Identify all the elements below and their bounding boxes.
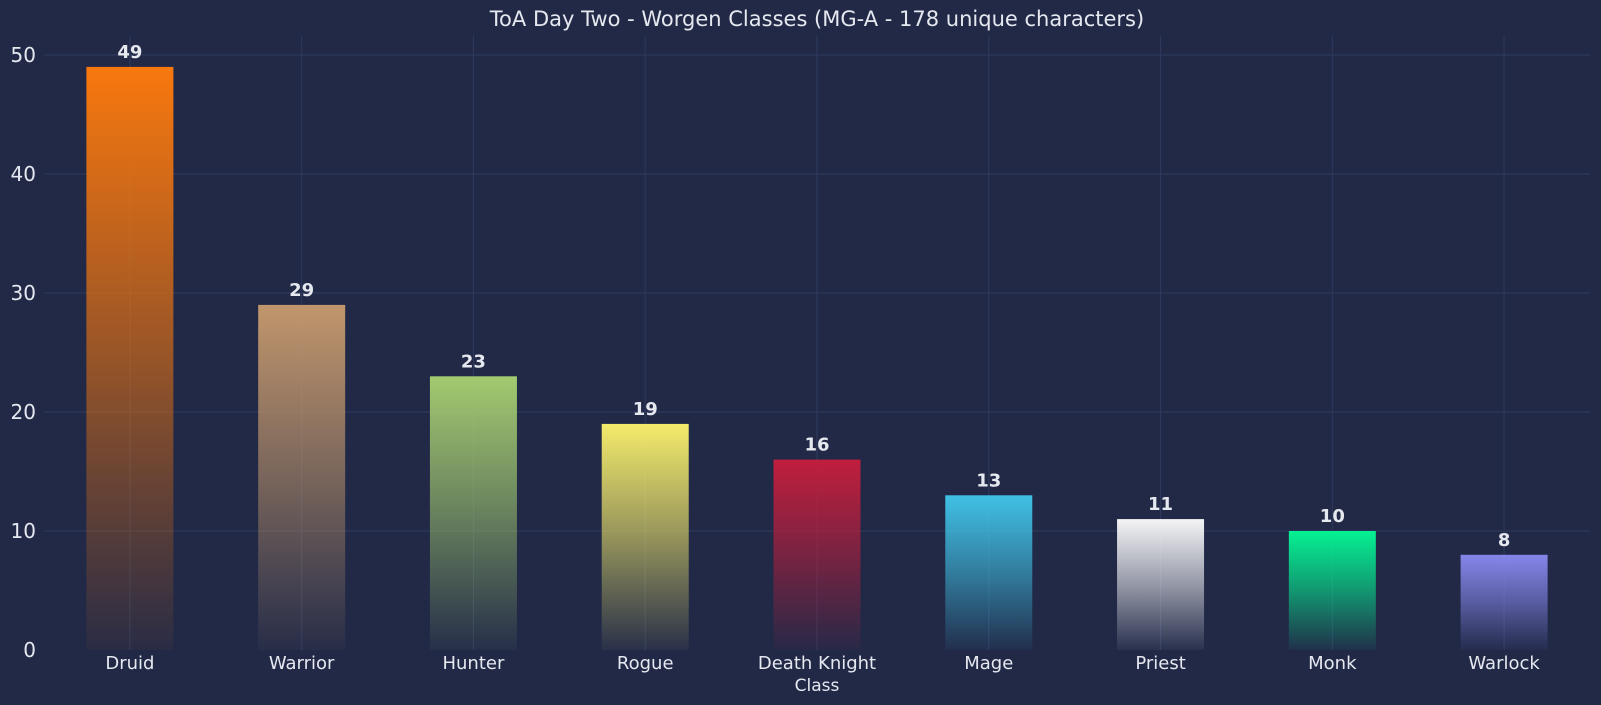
bar-druid <box>86 66 174 650</box>
x-tick-label: Priest <box>1135 653 1185 674</box>
x-tick-label: Monk <box>1308 653 1357 674</box>
x-tick-label: Warlock <box>1468 653 1540 674</box>
y-tick-label: 50 <box>11 43 36 67</box>
y-tick-label: 10 <box>11 519 36 543</box>
data-label: 13 <box>976 470 1001 491</box>
bar-rogue <box>601 423 689 650</box>
x-tick-label: Rogue <box>617 653 674 674</box>
x-tick-label: Hunter <box>442 653 504 674</box>
bar-monk <box>1288 531 1376 650</box>
data-label: 8 <box>1498 530 1511 551</box>
data-labels: 49 29 23 19 16 13 11 10 8 <box>117 42 1510 551</box>
data-label: 19 <box>633 399 658 420</box>
data-label: 16 <box>804 435 829 456</box>
bar-warrior <box>258 304 346 650</box>
x-axis-label: Class <box>795 676 840 696</box>
bars <box>86 66 1548 650</box>
chart-title: ToA Day Two - Worgen Classes (MG-A - 178… <box>489 7 1144 31</box>
data-label: 10 <box>1320 506 1345 527</box>
bar-hunter <box>429 376 517 650</box>
bar-warlock <box>1460 554 1548 650</box>
y-tick-label: 30 <box>11 281 36 305</box>
y-tick-label: 0 <box>23 638 36 662</box>
y-axis-ticks: 0 10 20 30 40 50 <box>11 43 36 662</box>
data-label: 23 <box>461 351 486 372</box>
data-label: 49 <box>117 42 142 63</box>
x-axis-ticks: Druid Warrior Hunter Rogue Death Knight Mage P… <box>105 653 1540 674</box>
bar-death-knight <box>773 459 861 650</box>
y-tick-label: 20 <box>11 400 36 424</box>
x-tick-label: Death Knight <box>758 653 876 674</box>
x-tick-label: Mage <box>964 653 1013 674</box>
y-tick-label: 40 <box>11 162 36 186</box>
x-tick-label: Warrior <box>269 653 335 674</box>
x-tick-label: Druid <box>105 653 154 674</box>
bar-mage <box>945 495 1033 650</box>
data-label: 29 <box>289 280 314 301</box>
bar-priest <box>1117 519 1205 650</box>
data-label: 11 <box>1148 494 1173 515</box>
